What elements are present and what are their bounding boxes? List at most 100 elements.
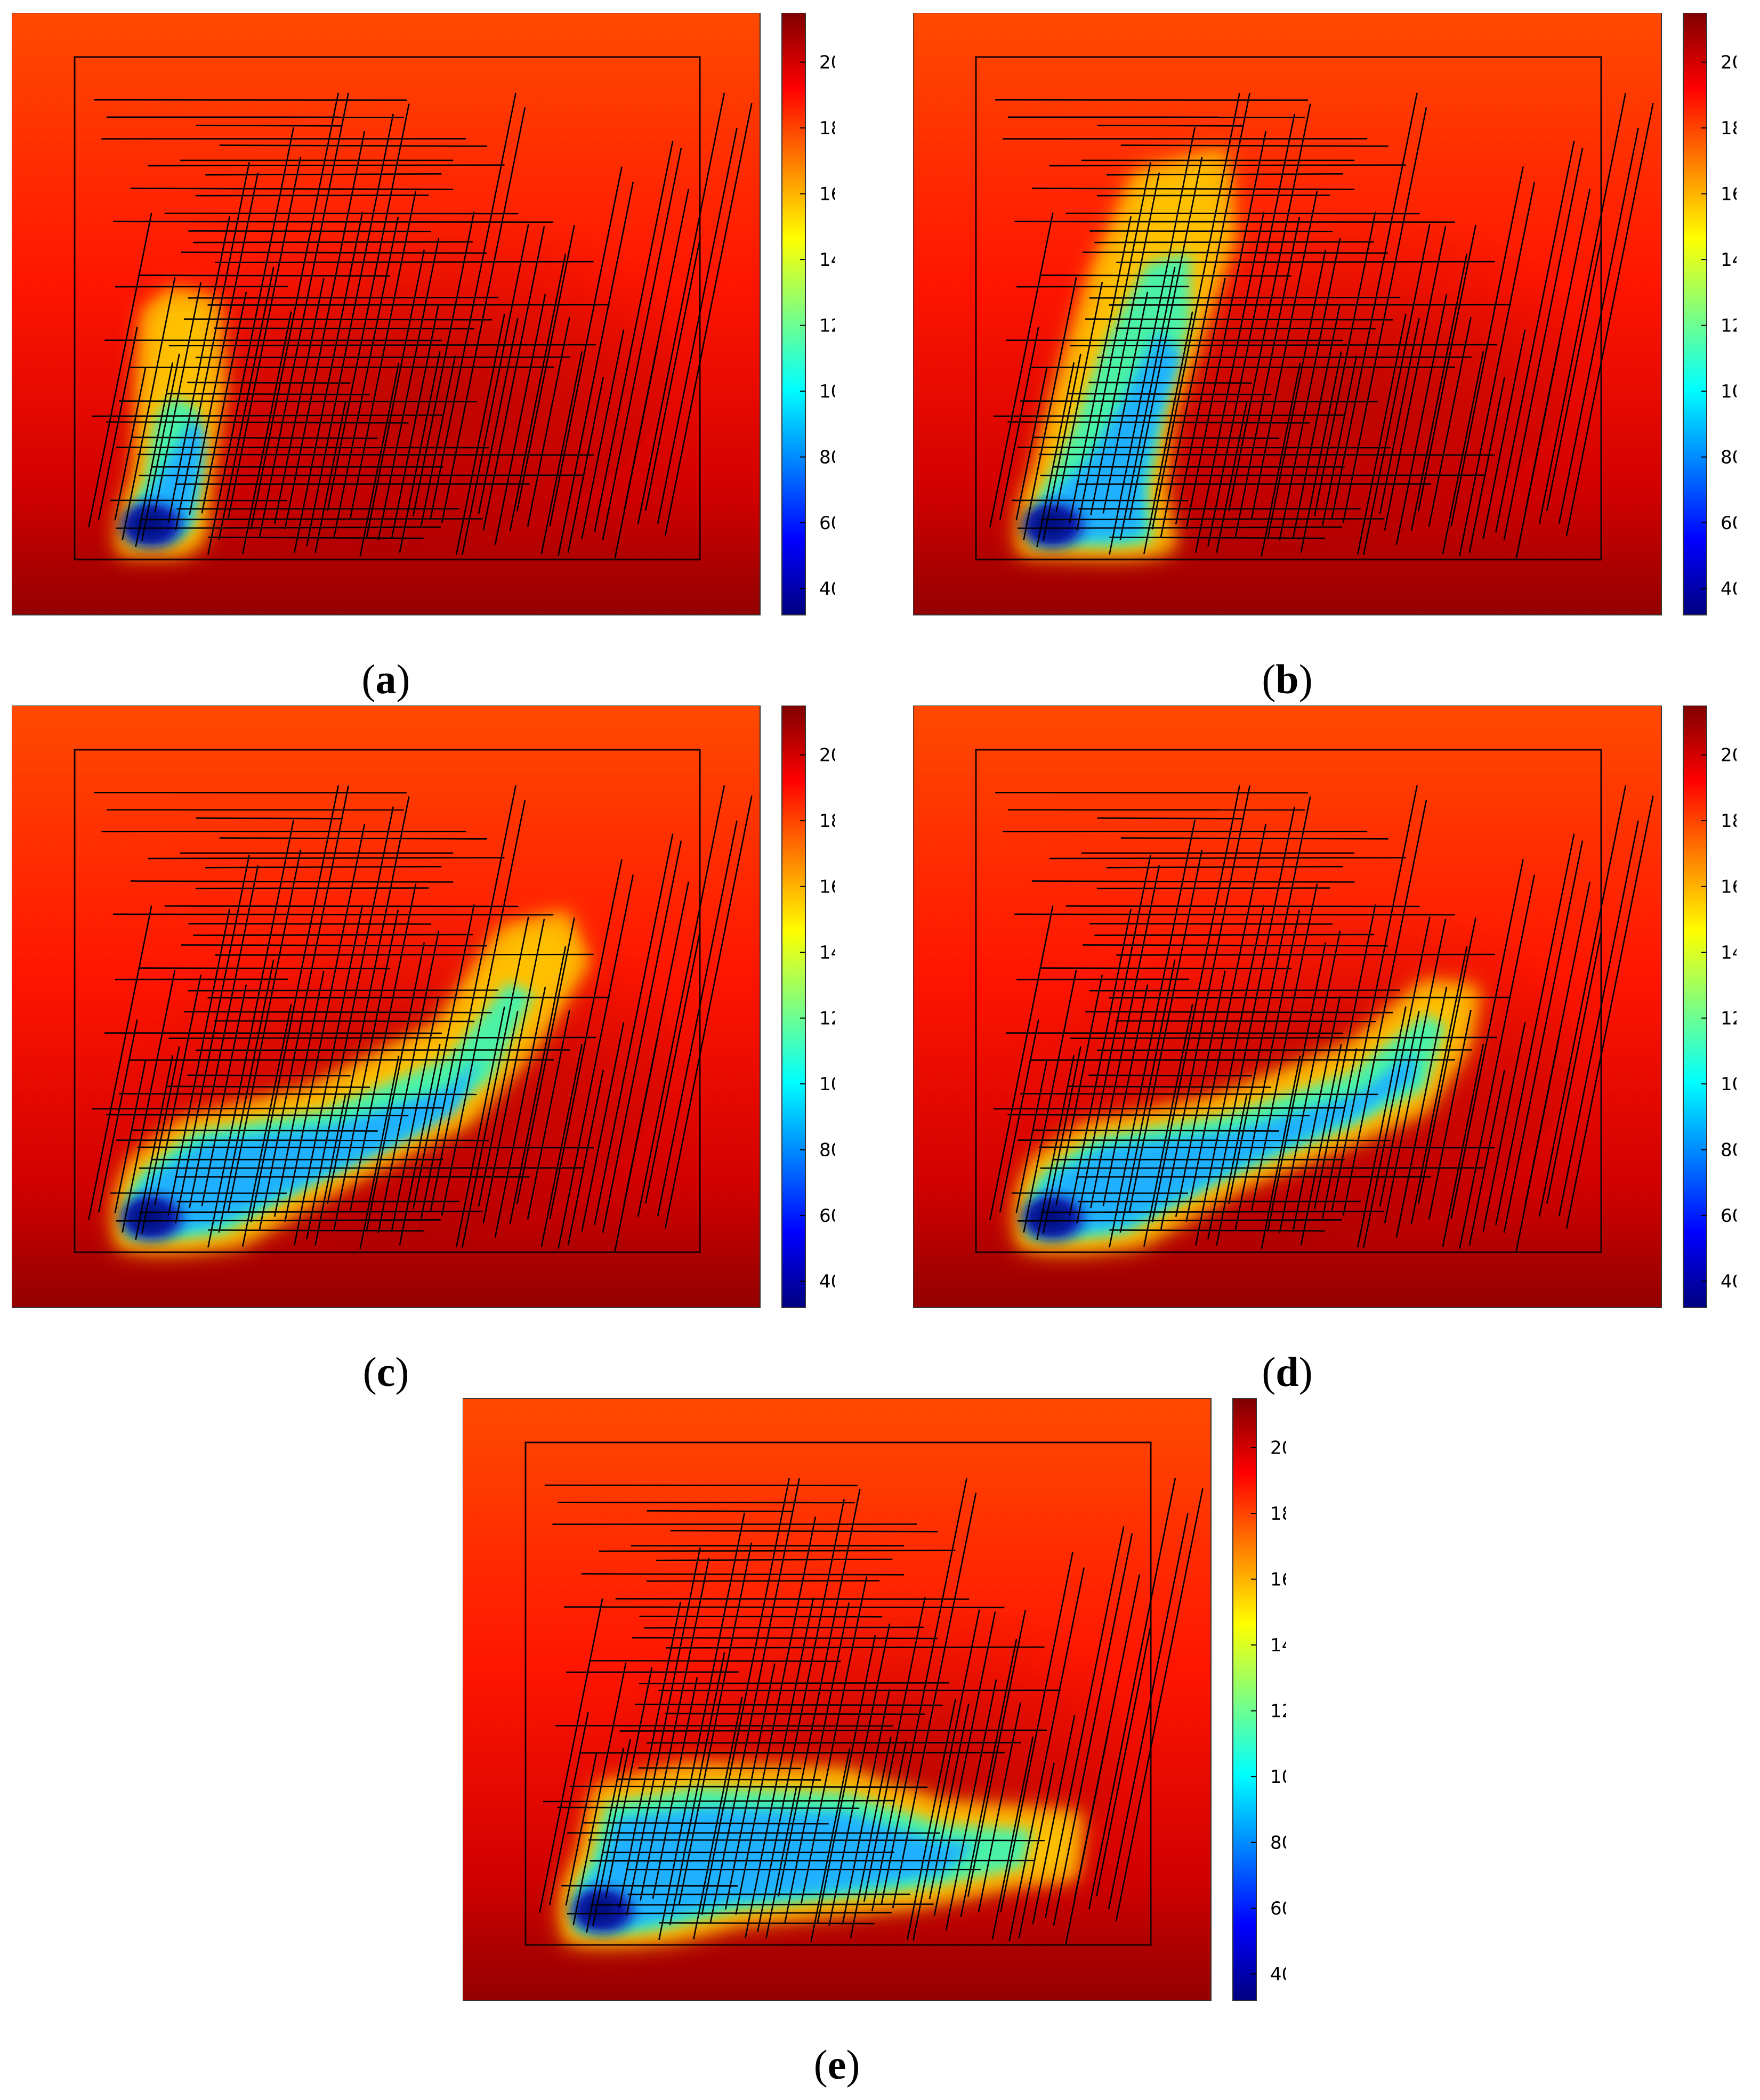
fracture-line — [154, 974, 202, 1205]
fracture-line — [1043, 1046, 1081, 1234]
fracture-line — [1036, 362, 1075, 547]
fracture-line — [242, 1004, 292, 1247]
fracture-line — [314, 401, 346, 553]
fracture-line — [430, 785, 516, 1212]
caption-letter: b — [1275, 656, 1299, 702]
heatmap-svg-e: 40 60 80 100 120 140 160 180 200 — [463, 1398, 1286, 2001]
fracture-line — [999, 1019, 1039, 1213]
panel-caption-a: (a) — [306, 655, 466, 703]
temperature-field — [913, 706, 1662, 1308]
fracture-line — [1565, 103, 1654, 536]
fracture-line — [657, 127, 738, 524]
fracture-line — [1362, 224, 1431, 555]
fracture-line — [1175, 278, 1226, 524]
fracture-line — [1109, 127, 1196, 555]
fracture-line — [1279, 930, 1341, 1234]
fracture-line — [1482, 1022, 1526, 1232]
fracture-line — [1089, 989, 1400, 992]
fracture-line — [863, 1597, 926, 1902]
fracture-line — [1007, 1114, 1310, 1116]
fracture-line — [1160, 785, 1250, 1230]
caption-close-paren: ) — [395, 1349, 409, 1395]
panel-d: 40 60 80 100 120 140 160 180 200 — [913, 706, 1737, 1337]
fracture-line — [1023, 970, 1077, 1233]
fracture-line — [991, 1737, 1034, 1940]
fracture-line — [1331, 785, 1418, 1212]
fracture-line — [106, 1114, 409, 1116]
fracture-line — [1128, 157, 1203, 520]
fracture-line — [1043, 353, 1081, 541]
fracture-line — [540, 351, 583, 554]
fracture-line — [430, 92, 516, 520]
fracture-line — [350, 191, 417, 518]
fracture-line — [567, 1069, 604, 1246]
fracture-line — [1417, 224, 1476, 512]
fracture-line — [540, 1044, 583, 1247]
fracture-line — [1503, 840, 1584, 1233]
fracture-line — [1102, 291, 1149, 514]
heatmap-svg-a: 40 60 80 100 120 140 160 180 200 — [12, 13, 835, 615]
panel-e: 40 60 80 100 120 140 160 180 200 — [463, 1398, 1286, 2030]
colorbar-tick-label: 180 — [1270, 1503, 1286, 1525]
fracture-line — [1216, 401, 1248, 553]
fracture-line — [188, 923, 432, 925]
fracture-line — [1108, 1513, 1189, 1909]
fracture-line — [1095, 1626, 1151, 1896]
fracture-line — [359, 1056, 400, 1250]
fracture-line — [1442, 351, 1484, 554]
fracture-line — [132, 436, 378, 439]
colorbar-tick-label: 180 — [1721, 118, 1737, 139]
fracture-line — [141, 1046, 180, 1234]
colorbar-tick-label: 80 — [819, 1140, 835, 1161]
fracture-line — [592, 1739, 631, 1927]
fracture-line — [1053, 1533, 1133, 1926]
fracture-line — [586, 1748, 625, 1933]
fracture-line — [455, 1006, 505, 1247]
fracture-line — [1109, 537, 1325, 539]
fracture-line — [207, 127, 295, 555]
fracture-line — [1102, 984, 1149, 1206]
fracture-line — [250, 92, 340, 530]
fracture-line — [640, 1558, 710, 1901]
fracture-network — [88, 92, 753, 559]
fracture-line — [377, 238, 440, 541]
fracture-line — [558, 182, 634, 556]
fracture-line — [1234, 217, 1301, 538]
domain-boundary — [975, 749, 1602, 1253]
fracture-line — [617, 1778, 821, 1781]
fracture-line — [709, 1478, 800, 1923]
colorbar: 40 60 80 100 120 140 160 180 200 — [781, 706, 835, 1308]
fracture-line — [1459, 182, 1536, 556]
fracture-line — [135, 1055, 174, 1240]
fracture-line — [1395, 294, 1448, 545]
fracture-line — [1207, 806, 1296, 1239]
fracture-line — [1107, 865, 1343, 869]
fracture-line — [494, 986, 546, 1238]
fracture-line — [509, 253, 567, 532]
fracture-line — [227, 157, 302, 520]
fracture-line — [1267, 942, 1327, 1231]
fracture-line — [1357, 313, 1407, 555]
fracture-line — [420, 1048, 456, 1219]
panel-a: 40 60 80 100 120 140 160 180 200 — [12, 13, 835, 644]
fracture-line — [215, 953, 594, 956]
fracture-line — [201, 291, 247, 514]
fracture-line — [106, 421, 409, 424]
fracture-line — [605, 1667, 653, 1898]
fracture-line — [658, 1512, 746, 1941]
colorbar-tick-label: 120 — [819, 315, 835, 337]
colorbar-tick-label: 60 — [1270, 1898, 1286, 1919]
cold-plume — [562, 1766, 1081, 1944]
colorbar-tick-label: 140 — [819, 942, 835, 963]
fracture-line — [1031, 188, 1355, 190]
fracture-line — [294, 904, 364, 1246]
colorbar-tick-label: 180 — [819, 118, 835, 139]
fracture-line — [1120, 144, 1388, 147]
fracture-line — [669, 1652, 725, 1926]
fracture-line — [581, 1573, 905, 1576]
colorbar-tick-label: 100 — [819, 1074, 835, 1095]
fracture-line — [1119, 266, 1176, 540]
fracture-line — [366, 942, 425, 1231]
fracture-line — [1036, 1055, 1075, 1240]
colorbar-tick-label: 60 — [1721, 513, 1737, 534]
